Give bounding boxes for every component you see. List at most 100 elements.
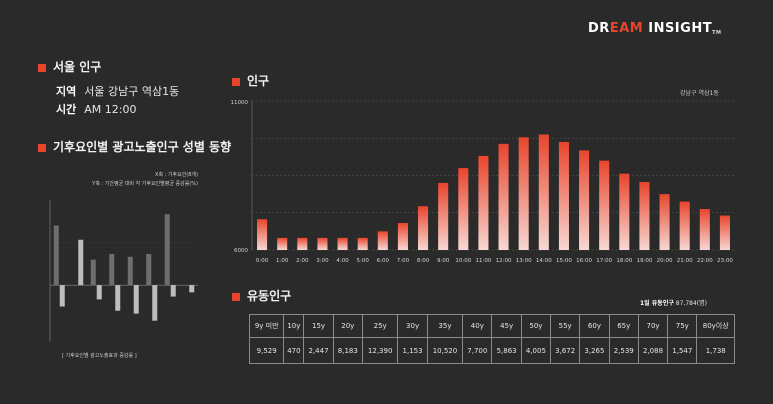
x-tick-label: 6:00 <box>377 258 390 264</box>
region-label: 지역 <box>56 85 77 98</box>
population-bar <box>619 173 630 250</box>
population-bar <box>397 222 408 250</box>
x-tick-label: 7:00 <box>397 258 410 264</box>
trend-bar <box>96 285 102 300</box>
population-bar <box>277 237 288 250</box>
population-bar-chart: 11000 6000 0:00 1:00 2:00 3:00 4:00 5:00 6:00 7:0… <box>231 100 735 264</box>
population-bar <box>478 155 489 250</box>
time-label: 시간 <box>56 103 77 116</box>
population-bar <box>357 237 368 250</box>
table-cell: 8,183 <box>332 337 363 364</box>
table-cell: 1,547 <box>667 337 698 364</box>
table-header-cell: 9y 미만 <box>248 314 285 338</box>
table-header-cell: 10y <box>283 314 305 338</box>
trend-bar <box>115 285 121 311</box>
population-bar <box>659 194 670 250</box>
population-bar <box>377 231 388 250</box>
x-tick-label: 11:00 <box>476 258 492 264</box>
x-tick-label: 16:00 <box>576 258 592 264</box>
logo-tm: TM <box>712 30 722 36</box>
table-header-cell: 15y <box>303 314 334 338</box>
population-bar <box>337 237 348 250</box>
table-header-cell: 55y <box>550 314 581 338</box>
population-bar <box>498 143 509 250</box>
trend-bar <box>78 239 84 286</box>
table-header-cell: 75y <box>667 314 698 338</box>
x-tick-label: 0:00 <box>256 258 269 264</box>
trend-bar <box>189 285 195 293</box>
table-row: 9,529 470 2,447 8,183 12,390 1,153 10,520 7,700… <box>248 337 735 364</box>
x-tick-label: 19:00 <box>637 258 653 264</box>
table-cell: 7,700 <box>462 337 493 364</box>
trend-bar <box>59 285 65 307</box>
table-header-cell: 40y <box>462 314 493 338</box>
table-header-cell: 20y <box>332 314 363 338</box>
population-bar <box>579 150 590 250</box>
table-header-cell: 80y이상 <box>696 314 735 338</box>
population-bar <box>719 215 730 250</box>
x-tick-label: 4:00 <box>336 258 349 264</box>
section-title: 유동인구 <box>247 289 292 303</box>
population-location: 강남구 역삼1동 <box>680 90 719 97</box>
section-title: 기후요인별 광고노출인구 성별 동향 <box>53 140 232 154</box>
table-header-cell: 60y <box>579 314 610 338</box>
flow-population-table: 9y 미만 10y 15y 20y 25y 30y 35y 40y 45y 50y 55y 60y 65… <box>248 314 735 364</box>
section-flow-population: 유동인구 <box>232 287 291 304</box>
population-bar <box>257 219 268 250</box>
section-marker-icon <box>38 63 46 72</box>
table-header-cell: 45y <box>491 314 522 338</box>
table-cell: 1,153 <box>397 337 428 364</box>
table-cell: 10,520 <box>426 337 464 364</box>
region-value: 서울 강남구 역삼1동 <box>84 85 180 98</box>
population-bar <box>297 237 308 250</box>
table-header-cell: 65y <box>608 314 639 338</box>
x-tick-label: 2:00 <box>296 258 309 264</box>
x-tick-label: 14:00 <box>536 258 552 264</box>
time-value: AM 12:00 <box>84 103 137 116</box>
section-marker-icon <box>38 143 46 152</box>
x-tick-label: 3:00 <box>316 258 329 264</box>
population-bar <box>438 182 449 250</box>
x-tick-label: 8:00 <box>417 258 430 264</box>
table-header-row: 9y 미만 10y 15y 20y 25y 30y 35y 40y 45y 50y 55y 60y 65… <box>248 314 735 338</box>
section-marker-icon <box>232 292 240 301</box>
population-bar <box>418 206 429 250</box>
table-header-cell: 50y <box>520 314 552 338</box>
region-row: 지역 서울 강남구 역삼1동 <box>56 83 179 99</box>
trend-bar <box>90 259 96 286</box>
x-tick-label: 13:00 <box>516 258 532 264</box>
population-bar <box>317 237 328 250</box>
x-tick-label: 17:00 <box>596 258 612 264</box>
logo-text-pre: DR <box>588 21 610 36</box>
table-cell: 2,539 <box>608 337 639 364</box>
x-tick-label: 20:00 <box>657 258 673 264</box>
x-tick-label: 5:00 <box>357 258 370 264</box>
table-cell: 1,738 <box>696 337 735 364</box>
x-tick-label: 22:00 <box>697 258 713 264</box>
x-tick-label: 12:00 <box>496 258 512 264</box>
population-bar <box>639 182 650 250</box>
section-climate-trend: 기후요인별 광고노출인구 성별 동향 <box>38 138 231 155</box>
population-bar <box>458 168 469 250</box>
climate-chart-caption: [ 기후요인별 광고노출효과 증감률 ] <box>62 353 137 359</box>
y-tick-label: 11000 <box>231 100 249 106</box>
table-cell: 4,005 <box>520 337 552 364</box>
x-tick-label: 18:00 <box>616 258 632 264</box>
x-tick-label: 23:00 <box>717 258 733 264</box>
table-cell: 12,390 <box>361 337 399 364</box>
flow-total-value: 87,784(명) <box>675 300 707 307</box>
x-tick-label: 10:00 <box>455 258 471 264</box>
x-tick-label: 1:00 <box>276 258 289 264</box>
table-cell: 9,529 <box>248 337 285 364</box>
trend-bar <box>109 253 115 286</box>
brand-logo: DREAM INSIGHTTM <box>588 21 721 36</box>
population-bar <box>599 160 610 250</box>
population-bar <box>699 209 710 250</box>
table-cell: 2,088 <box>637 337 669 364</box>
y-tick-label: 6000 <box>234 248 248 254</box>
section-seoul-population: 서울 인구 <box>38 58 101 75</box>
table-header-cell: 35y <box>426 314 464 338</box>
section-title: 인구 <box>247 74 270 88</box>
trend-bar <box>146 253 152 286</box>
table-header-cell: 25y <box>361 314 399 338</box>
